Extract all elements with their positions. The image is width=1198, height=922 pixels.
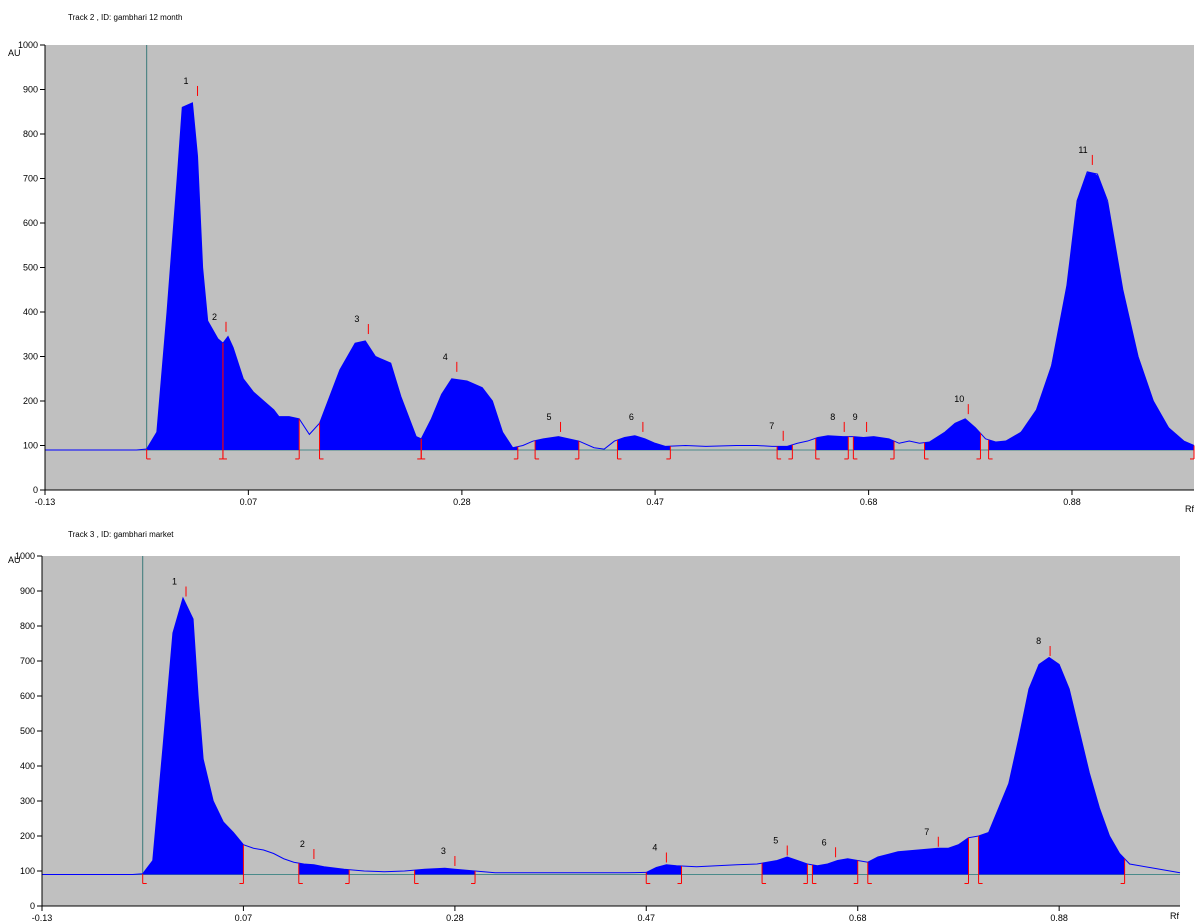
x-tick-label: -0.13: [32, 913, 53, 922]
peak-label: 4: [652, 843, 657, 853]
peak-label: 2: [300, 839, 305, 849]
peak-area: [853, 436, 895, 450]
peak-area: [298, 863, 350, 875]
peak-area: [319, 340, 422, 450]
peak-label: 1: [172, 577, 177, 587]
y-tick-label: 100: [23, 441, 38, 451]
y-tick-label: 200: [20, 831, 35, 841]
peak-area: [421, 378, 518, 450]
peak-area: [988, 171, 1194, 450]
y-axis-label: AU: [8, 48, 21, 58]
y-tick-label: 400: [20, 761, 35, 771]
peak-label: 2: [212, 312, 217, 322]
peak-label: 7: [924, 827, 929, 837]
y-tick-label: 600: [23, 218, 38, 228]
peak-label: 6: [822, 837, 827, 847]
y-tick-label: 800: [20, 621, 35, 631]
x-tick-label: 0.68: [849, 913, 867, 922]
y-tick-label: 900: [20, 586, 35, 596]
y-tick-label: 900: [23, 85, 38, 95]
x-tick-label: 0.28: [453, 497, 471, 507]
y-tick-label: 0: [30, 901, 35, 911]
y-tick-label: 700: [23, 174, 38, 184]
y-tick-label: 500: [20, 726, 35, 736]
peak-area: [815, 435, 849, 450]
peak-area: [222, 336, 300, 450]
y-tick-label: 1000: [15, 551, 35, 561]
peak-area: [535, 436, 579, 450]
y-tick-label: 600: [20, 691, 35, 701]
peak-area: [142, 598, 244, 875]
peak-label: 5: [547, 412, 552, 422]
chart-title: Track 3 , ID: gambhari market: [68, 530, 174, 539]
peak-label: 11: [1078, 145, 1087, 155]
peak-label: 3: [441, 846, 446, 856]
peak-label: 9: [853, 412, 858, 422]
x-tick-label: 0.88: [1063, 497, 1081, 507]
peak-area: [146, 102, 223, 450]
peak-area: [978, 657, 1125, 875]
x-tick-label: 0.07: [235, 913, 253, 922]
y-tick-label: 100: [20, 866, 35, 876]
chart-panel-track-3: Track 3 , ID: gambhari market AU Rf 1 2 3 4…: [8, 530, 1181, 922]
peak-area: [867, 837, 969, 875]
chart-panel-track-2: Track 2 , ID: gambhari 12 month AU Rf 1 2…: [8, 13, 1195, 514]
trace-line: [42, 596, 1181, 875]
peak-label: 4: [443, 352, 448, 362]
peak-label: 8: [1036, 636, 1041, 646]
y-axis-label: AU: [8, 555, 21, 565]
peak-label: 7: [769, 421, 774, 431]
x-tick-label: -0.13: [35, 497, 56, 507]
peak-area: [924, 419, 981, 450]
peak-label: 3: [354, 314, 359, 324]
peak-label: 8: [830, 412, 835, 422]
y-tick-label: 200: [23, 396, 38, 406]
peak-label: 6: [629, 412, 634, 422]
peak-label: 5: [773, 836, 778, 846]
peak-label: 10: [954, 394, 964, 404]
x-tick-label: 0.47: [646, 497, 664, 507]
y-tick-label: 500: [23, 263, 38, 273]
y-tick-label: 0: [33, 485, 38, 495]
chart-title: Track 2 , ID: gambhari 12 month: [68, 13, 182, 22]
y-tick-label: 400: [23, 307, 38, 317]
y-tick-label: 1000: [18, 40, 38, 50]
trace-line: [45, 102, 1195, 451]
peak-area: [812, 858, 858, 875]
x-axis-label: Rf: [1185, 504, 1194, 514]
x-tick-label: 0.47: [637, 913, 655, 922]
peak-area: [617, 435, 671, 450]
x-axis-label: Rf: [1170, 911, 1179, 921]
y-tick-label: 300: [23, 352, 38, 362]
y-tick-label: 300: [20, 796, 35, 806]
x-tick-label: 0.07: [240, 497, 258, 507]
peak-label: 1: [184, 76, 189, 86]
x-tick-label: 0.28: [446, 913, 464, 922]
x-tick-label: 0.68: [860, 497, 878, 507]
y-tick-label: 700: [20, 656, 35, 666]
x-tick-label: 0.88: [1050, 913, 1068, 922]
y-tick-label: 800: [23, 129, 38, 139]
peak-area: [646, 864, 682, 875]
